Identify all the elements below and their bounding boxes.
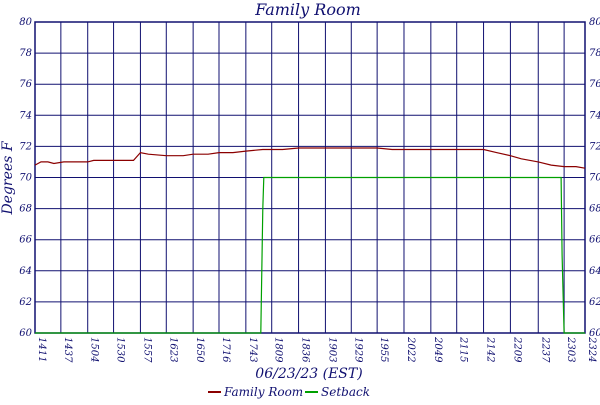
- legend-label-family-room: Family Room: [223, 385, 303, 399]
- x-tick-label: 2324: [586, 336, 597, 362]
- series-line-family-room: [34, 147, 586, 169]
- chart-title: Family Room: [254, 0, 361, 19]
- y-axis-left: 60 62 64 66 68 70 72 74 76 78 80: [19, 17, 32, 339]
- x-tick-label: 1929: [352, 337, 363, 363]
- y-tick-label-right: 68: [589, 204, 600, 215]
- y-tick-label-right: 66: [589, 235, 600, 246]
- y-tick-label-right: 80: [589, 17, 600, 28]
- y-tick-label-left: 70: [19, 173, 32, 184]
- y-tick-label-left: 64: [19, 266, 32, 277]
- x-tick-label: 2142: [485, 336, 496, 362]
- x-tick-label: 1955: [378, 337, 389, 362]
- y-tick-label-left: 76: [19, 79, 32, 90]
- y-tick-label-right: 70: [589, 173, 600, 184]
- legend: Family Room Setback: [208, 385, 370, 399]
- x-tick-label: 1836: [300, 337, 311, 363]
- x-tick-label: 2303: [565, 336, 576, 362]
- y-tick-label-left: 72: [19, 141, 32, 152]
- y-tick-label-right: 76: [589, 79, 600, 90]
- x-tick-label: 1716: [220, 337, 231, 363]
- y-tick-label-right: 60: [589, 328, 600, 339]
- x-tick-label: 1623: [167, 337, 178, 362]
- x-axis: 1411 1437 1504 1530 1557 1623 1650 1716 1743 1809…: [36, 336, 597, 363]
- x-tick-label: 1809: [273, 337, 284, 363]
- y-tick-label-right: 72: [589, 141, 600, 152]
- x-tick-label: 1557: [141, 337, 152, 363]
- y-tick-label-left: 68: [19, 204, 32, 215]
- x-tick-label: 1530: [115, 337, 126, 363]
- y-tick-label-left: 74: [19, 110, 32, 121]
- x-tick-label: 2209: [511, 336, 522, 363]
- x-tick-label: 2237: [539, 336, 550, 363]
- x-axis-label: 06/23/23 (EST): [255, 366, 362, 382]
- x-tick-label: 2022: [405, 336, 416, 362]
- y-tick-label-right: 74: [589, 110, 600, 121]
- x-tick-label: 2115: [458, 336, 469, 362]
- series-line-setback: [35, 176, 585, 334]
- y-tick-label-left: 60: [19, 328, 32, 339]
- x-tick-label: 1743: [247, 337, 258, 362]
- y-tick-label-left: 66: [19, 235, 32, 246]
- y-tick-label-left: 78: [19, 48, 32, 59]
- y-tick-label-right: 64: [589, 266, 600, 277]
- y-axis-label: Degrees F: [0, 140, 16, 215]
- legend-label-setback: Setback: [321, 385, 370, 399]
- y-tick-label-left: 80: [19, 17, 32, 28]
- y-tick-label-right: 62: [589, 297, 600, 308]
- plot-area-frame: [34, 21, 586, 334]
- y-axis-right: 60 62 64 66 68 70 72 74 76 78 80: [589, 17, 600, 339]
- y-tick-label-right: 78: [589, 48, 600, 59]
- x-tick-label: 2049: [432, 336, 443, 363]
- x-tick-label: 1650: [194, 337, 205, 363]
- x-tick-label: 1437: [62, 337, 73, 363]
- x-tick-label: 1411: [36, 337, 47, 362]
- series-layer: [34, 147, 586, 334]
- x-tick-label: 1903: [326, 337, 337, 362]
- x-tick-label: 1504: [89, 337, 100, 362]
- y-tick-label-left: 62: [19, 297, 32, 308]
